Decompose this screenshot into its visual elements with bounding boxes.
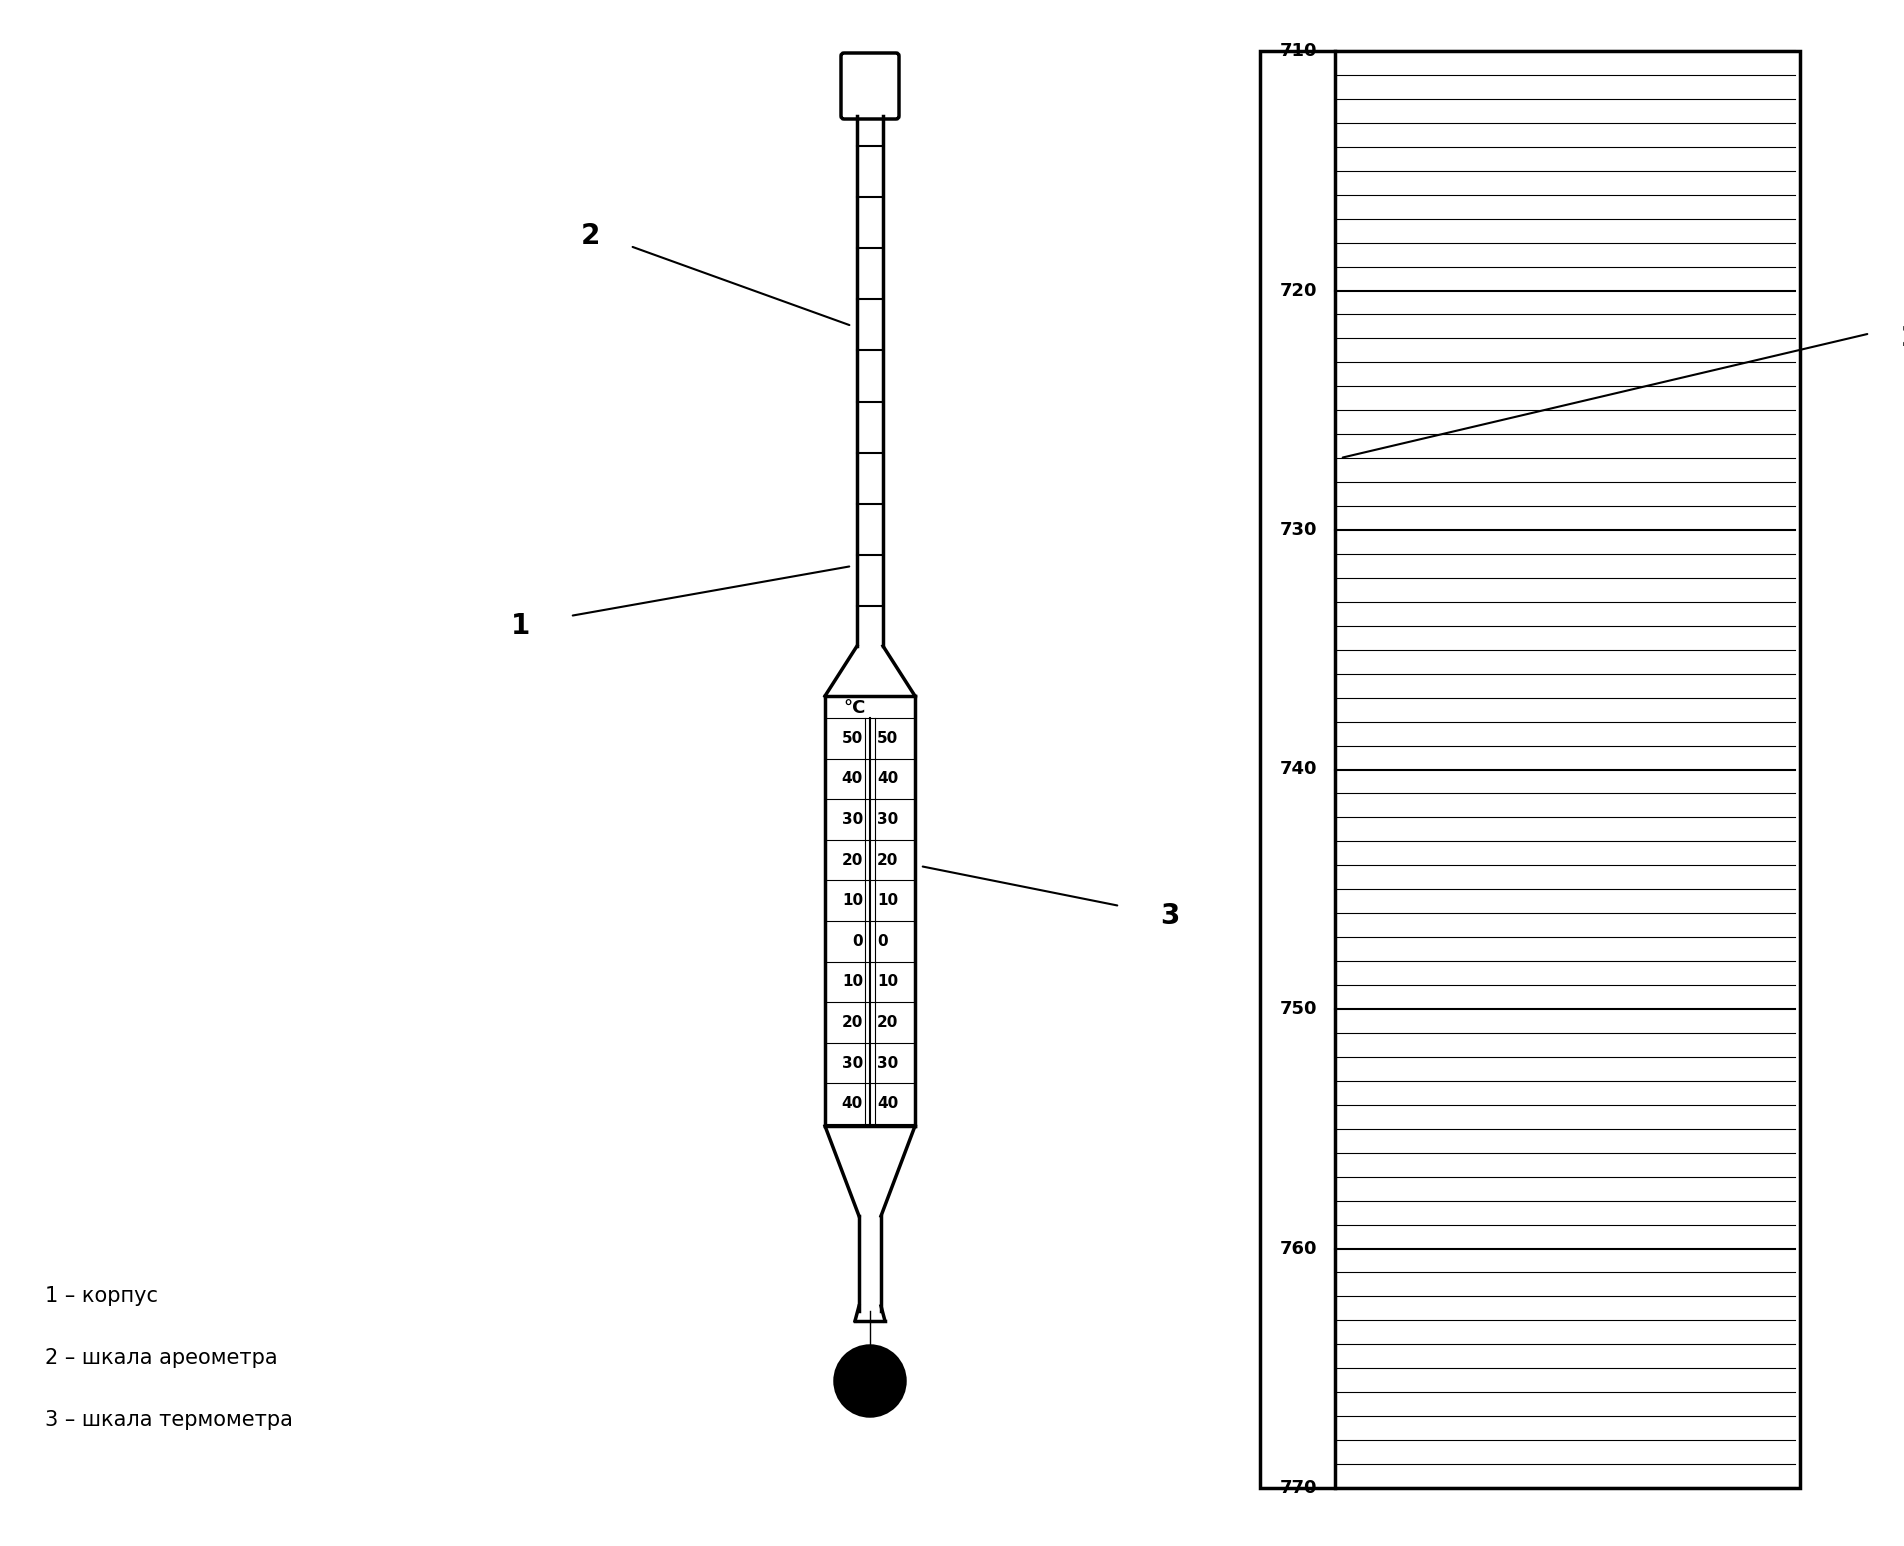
Text: 0: 0	[853, 934, 863, 949]
Text: 3: 3	[1160, 901, 1180, 931]
Text: 40: 40	[878, 771, 899, 787]
Text: 730: 730	[1279, 521, 1318, 540]
Text: 50: 50	[842, 731, 863, 745]
Text: 20: 20	[842, 1016, 863, 1030]
Text: 40: 40	[842, 771, 863, 787]
Text: 750: 750	[1279, 1000, 1318, 1017]
Text: 30: 30	[842, 812, 863, 827]
Text: 740: 740	[1279, 761, 1318, 779]
Text: 50: 50	[878, 731, 899, 745]
Text: °C: °C	[843, 699, 866, 717]
Text: 760: 760	[1279, 1240, 1318, 1257]
Text: 30: 30	[878, 812, 899, 827]
Text: 10: 10	[878, 974, 899, 989]
Bar	[1260, 51, 1799, 1487]
Text: 20: 20	[842, 852, 863, 867]
Text: 1 – корпус: 1 – корпус	[46, 1286, 158, 1306]
Text: 30: 30	[878, 1056, 899, 1070]
Text: 30: 30	[842, 1056, 863, 1070]
Text: 770: 770	[1279, 1480, 1318, 1497]
Text: 40: 40	[878, 1096, 899, 1112]
Text: 2: 2	[1900, 325, 1904, 352]
Text: 3 – шкала термометра: 3 – шкала термометра	[46, 1410, 293, 1430]
Text: 0: 0	[878, 934, 887, 949]
Text: 10: 10	[842, 894, 863, 908]
Text: 2: 2	[581, 223, 600, 250]
Text: 20: 20	[878, 1016, 899, 1030]
FancyBboxPatch shape	[842, 53, 899, 119]
Text: 2 – шкала ареометра: 2 – шкала ареометра	[46, 1348, 278, 1368]
Text: 20: 20	[878, 852, 899, 867]
Text: 10: 10	[842, 974, 863, 989]
Text: 10: 10	[878, 894, 899, 908]
Text: 720: 720	[1279, 281, 1318, 300]
Text: 710: 710	[1279, 42, 1318, 60]
Text: 40: 40	[842, 1096, 863, 1112]
Circle shape	[836, 1347, 904, 1416]
Text: 1: 1	[510, 612, 529, 640]
Bar	[824, 696, 916, 1125]
